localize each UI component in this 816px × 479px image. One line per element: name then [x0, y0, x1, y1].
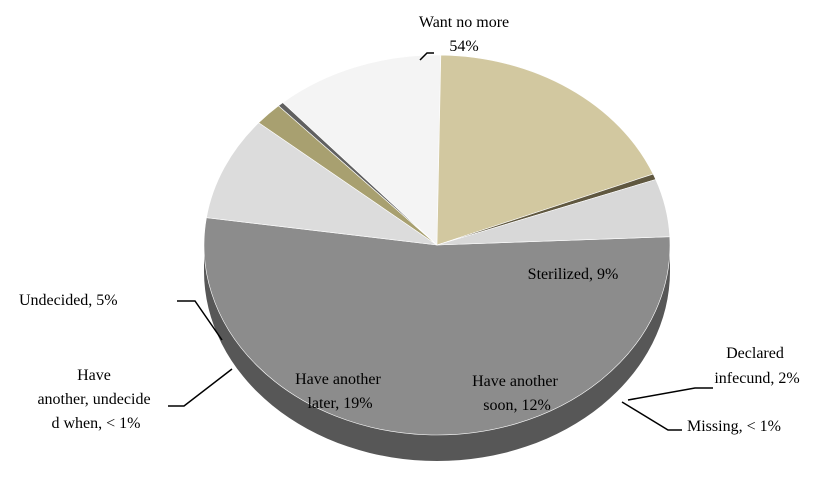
leader-line-declared-infecund	[627, 387, 713, 401]
slice-have-another-later	[436, 54, 654, 246]
label-have-another-later: Have another later, 19%	[295, 371, 385, 412]
leader-lines	[168, 52, 713, 431]
label-want-no-more-name: Want no more	[419, 14, 509, 31]
leader-line-undecided-when	[168, 368, 233, 407]
slice-have-another-soon	[282, 54, 442, 246]
label-sterilized: Sterilized, 9%	[528, 266, 619, 283]
label-want-no-more-value: 54%	[449, 38, 478, 55]
slice-undecided	[436, 179, 671, 246]
label-have-another-soon: Have another soon, 12%	[472, 373, 562, 414]
label-undecided-when: Have another, undecide d when, < 1%	[37, 367, 154, 432]
slice-sterilized	[206, 122, 438, 246]
leader-line-undecided	[177, 300, 223, 341]
leader-line-want-no-more	[419, 52, 434, 61]
label-undecided: Undecided, 5%	[19, 292, 118, 309]
leader-line-missing	[621, 401, 682, 431]
data-labels: Want no more 54% Sterilized, 9% Declared…	[19, 14, 800, 435]
label-declared-infecund: Declared infecund, 2%	[714, 345, 799, 387]
slice-want-no-more	[203, 217, 671, 436]
label-missing: Missing, < 1%	[687, 418, 781, 435]
pie-slices	[203, 54, 671, 436]
